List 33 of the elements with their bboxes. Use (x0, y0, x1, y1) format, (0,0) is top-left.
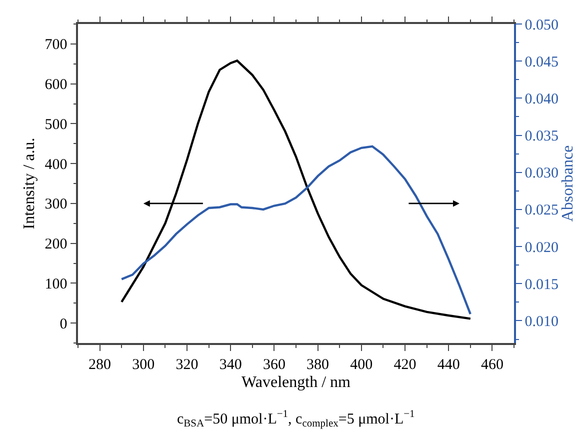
line-series (120, 145, 472, 316)
x-tick-label: 440 (437, 356, 460, 373)
y2-axis-title: Absorbance (560, 145, 577, 222)
y-tick-label: 0 (60, 316, 68, 332)
x-axis-title: Wavelength / nm (242, 374, 352, 391)
y2-tick-label: 0.010 (524, 314, 558, 330)
y2-tick-label: 0.030 (524, 166, 558, 182)
y-tick-label: 700 (44, 37, 68, 54)
y-tick-label: 500 (44, 116, 68, 133)
x-tick-label: 420 (394, 356, 416, 373)
y-tick-label: 400 (44, 156, 68, 173)
y-tick-label: 100 (44, 276, 68, 292)
line-series (120, 60, 472, 320)
x-tick-label: 340 (219, 356, 242, 373)
x-tick-label: 400 (350, 356, 373, 373)
x-tick-label: 460 (480, 356, 504, 373)
y2-tick-label: 0.015 (524, 276, 558, 293)
x-tick-label: 280 (88, 356, 112, 373)
y2-tick-label: 0.035 (524, 128, 558, 145)
x-tick-label: 300 (132, 356, 155, 373)
y-tick-label: 200 (44, 236, 68, 253)
y-axis-title: Intensity / a.u. (21, 138, 38, 230)
y-tick-label: 600 (44, 77, 68, 94)
x-tick-label: 360 (262, 356, 286, 373)
y2-tick-label: 0.020 (524, 240, 558, 256)
text: c$_{BSA}$=50 μmol·L$^{−1}$, c$_{complex}$=5 μmol·L$^{−1}$ (177, 409, 415, 430)
y2-tick-label: 0.045 (524, 54, 558, 70)
x-tick-label: 320 (176, 356, 198, 373)
y2-tick-label: 0.025 (524, 202, 558, 219)
y2-tick-label: 0.050 (524, 17, 558, 34)
y-tick-label: 300 (44, 196, 68, 213)
y2-tick-label: 0.040 (524, 91, 558, 108)
x-tick-label: 380 (306, 356, 330, 373)
